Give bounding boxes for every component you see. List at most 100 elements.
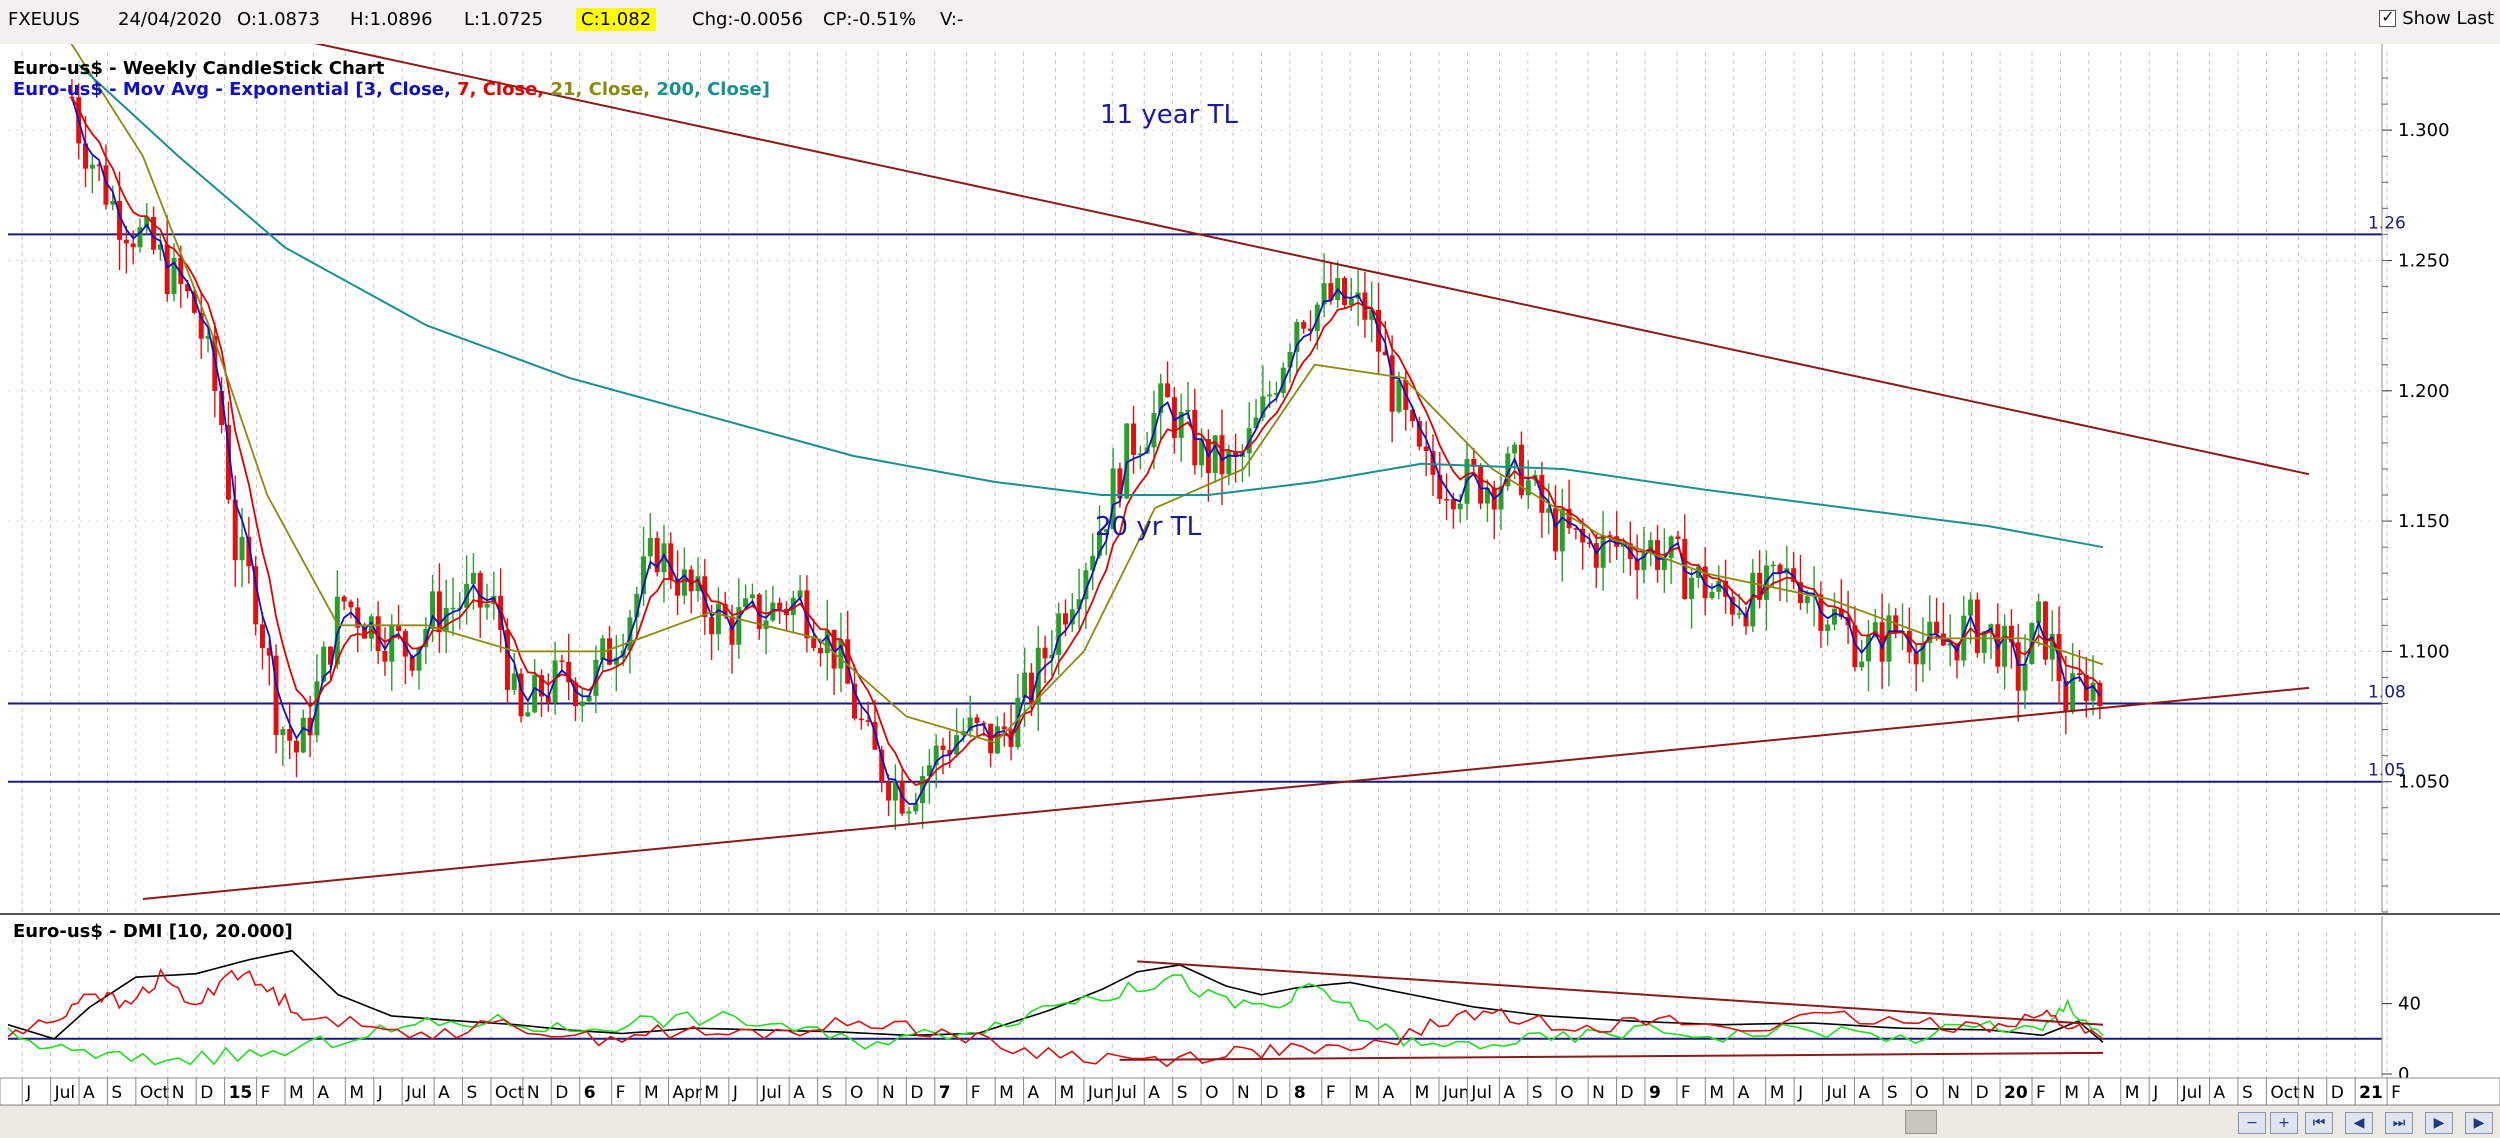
candle-body xyxy=(824,629,830,654)
candle-body xyxy=(1879,622,1885,662)
candle-body xyxy=(1219,435,1225,475)
scrollbar-thumb[interactable] xyxy=(1905,1110,1937,1134)
x-tick-label: O xyxy=(1205,1083,1218,1103)
candle-body xyxy=(872,721,878,750)
candle-body xyxy=(321,646,327,682)
show-last-checkbox[interactable] xyxy=(2379,7,2397,27)
candle-body xyxy=(137,227,143,248)
dmi-adx-line xyxy=(7,949,2104,1043)
candle-body xyxy=(2070,673,2076,712)
x-tick-label: 15 xyxy=(229,1083,253,1103)
scroll-right-icon[interactable]: ▶ xyxy=(2425,1112,2453,1134)
candle-body xyxy=(607,638,613,665)
date-label: 24/04/2020 xyxy=(118,9,222,30)
level-label: 1.26 xyxy=(2368,213,2406,233)
x-tick-label: Jul xyxy=(1826,1083,1848,1103)
candle-body xyxy=(1716,580,1722,592)
overlay-part: 200, Close] xyxy=(656,79,770,100)
candle-body xyxy=(1872,622,1878,636)
toolbar: FXEUUS 24/04/2020 O:1.0873 H:1.0896 L:1.… xyxy=(0,0,2500,45)
candle-body xyxy=(1736,613,1742,615)
x-tick-label: J xyxy=(2152,1083,2158,1103)
candle-body xyxy=(852,683,858,719)
x-tick-label: S xyxy=(111,1083,122,1103)
scroll-end-icon[interactable]: ▶ xyxy=(2465,1112,2493,1134)
dmi-minus-line xyxy=(7,967,2104,1068)
candle-body xyxy=(1273,393,1279,395)
x-tick-label: N xyxy=(1237,1083,1250,1103)
x-tick-label: M xyxy=(704,1083,719,1103)
chart-scrollbar[interactable]: − + ⏮ ◀ ⏭ ▶ ▶ xyxy=(0,1105,2500,1138)
candle-body xyxy=(879,749,885,783)
overlay-part: 7, Close, xyxy=(457,79,550,100)
last-icon[interactable]: ⏭ xyxy=(2385,1112,2413,1134)
x-tick-label: Jul xyxy=(54,1083,76,1103)
candle-body xyxy=(2042,601,2048,660)
candle-body xyxy=(1328,283,1334,301)
candle-body xyxy=(559,660,565,662)
price-axis: 1.300 1.250 1.200 1.150 1.100 1.050 xyxy=(2381,44,2450,913)
candle-body xyxy=(273,655,279,735)
scroll-left-icon[interactable]: ◀ xyxy=(2345,1112,2373,1134)
candle-body xyxy=(532,675,538,713)
candle-body xyxy=(573,682,579,706)
candle-body xyxy=(1498,486,1504,510)
candle-body xyxy=(1770,564,1776,567)
overlay-part: 3, Close, xyxy=(364,79,457,100)
close-label: C:1.082 xyxy=(576,8,657,31)
x-tick-label: Apr xyxy=(672,1083,701,1103)
candle-body xyxy=(654,537,660,573)
candle-body xyxy=(328,646,334,665)
x-tick-label: M xyxy=(289,1083,304,1103)
candle-body xyxy=(661,543,667,573)
x-tick-label: J xyxy=(25,1083,31,1103)
time-axis: J Jul A S Oct N D 15 F M A M J Jul A S Oct N D 6 F M Apr M J Jul A… xyxy=(0,1077,2500,1105)
candle-body xyxy=(246,536,252,567)
symbol-label: FXEUUS xyxy=(8,9,80,30)
zoom-out-icon[interactable]: − xyxy=(2238,1112,2266,1134)
chart-canvas[interactable]: 1.26 1.08 1.05 11 year TL 20 yr TL 1.300 1.2… xyxy=(0,44,2500,1105)
candle-body xyxy=(1069,609,1075,625)
candle-body xyxy=(1478,466,1484,504)
candle-body xyxy=(1416,420,1422,447)
x-tick-label: N xyxy=(882,1083,895,1103)
show-last-toggle[interactable]: Show Last xyxy=(2379,7,2494,29)
moving-averages xyxy=(70,44,2104,805)
x-tick-label: A xyxy=(83,1083,95,1103)
candle-body xyxy=(1199,439,1205,466)
candle-body xyxy=(1484,487,1490,504)
candle-body xyxy=(130,243,136,248)
candle-body xyxy=(2022,663,2028,691)
x-tick-label: M xyxy=(999,1083,1014,1103)
candle-body xyxy=(1171,397,1177,438)
candle-body xyxy=(198,312,204,339)
x-tick-label: Oct xyxy=(140,1083,170,1103)
x-tick-label: D xyxy=(1976,1083,1989,1103)
candle-body xyxy=(144,216,150,228)
x-tick-label: D xyxy=(1265,1083,1278,1103)
candle-body xyxy=(1165,383,1171,398)
zoom-in-icon[interactable]: + xyxy=(2270,1112,2298,1134)
candle-body xyxy=(1260,396,1266,418)
first-icon[interactable]: ⏮ xyxy=(2305,1112,2333,1134)
x-tick-label: 20 xyxy=(2004,1083,2028,1103)
candle-body xyxy=(1028,672,1034,704)
x-tick-label: F xyxy=(1326,1083,1336,1103)
candle-body xyxy=(831,629,837,669)
candle-body xyxy=(913,803,919,812)
x-tick-label: 9 xyxy=(1649,1083,1661,1103)
candle-body xyxy=(1049,654,1055,659)
y-tick-label: 1.250 xyxy=(2398,250,2450,271)
candle-body xyxy=(1076,599,1082,610)
y-tick-label: 1.100 xyxy=(2398,641,2450,662)
candle-body xyxy=(1301,322,1307,329)
candle-body xyxy=(1852,625,1858,668)
candle-body xyxy=(538,675,544,697)
candle-body xyxy=(185,284,191,292)
candle-body xyxy=(1689,577,1695,599)
candle-body xyxy=(307,717,313,736)
x-tick-label: F xyxy=(1681,1083,1691,1103)
x-tick-label: J xyxy=(1797,1083,1803,1103)
x-tick-label: M xyxy=(644,1083,659,1103)
candle-body xyxy=(1450,499,1456,510)
